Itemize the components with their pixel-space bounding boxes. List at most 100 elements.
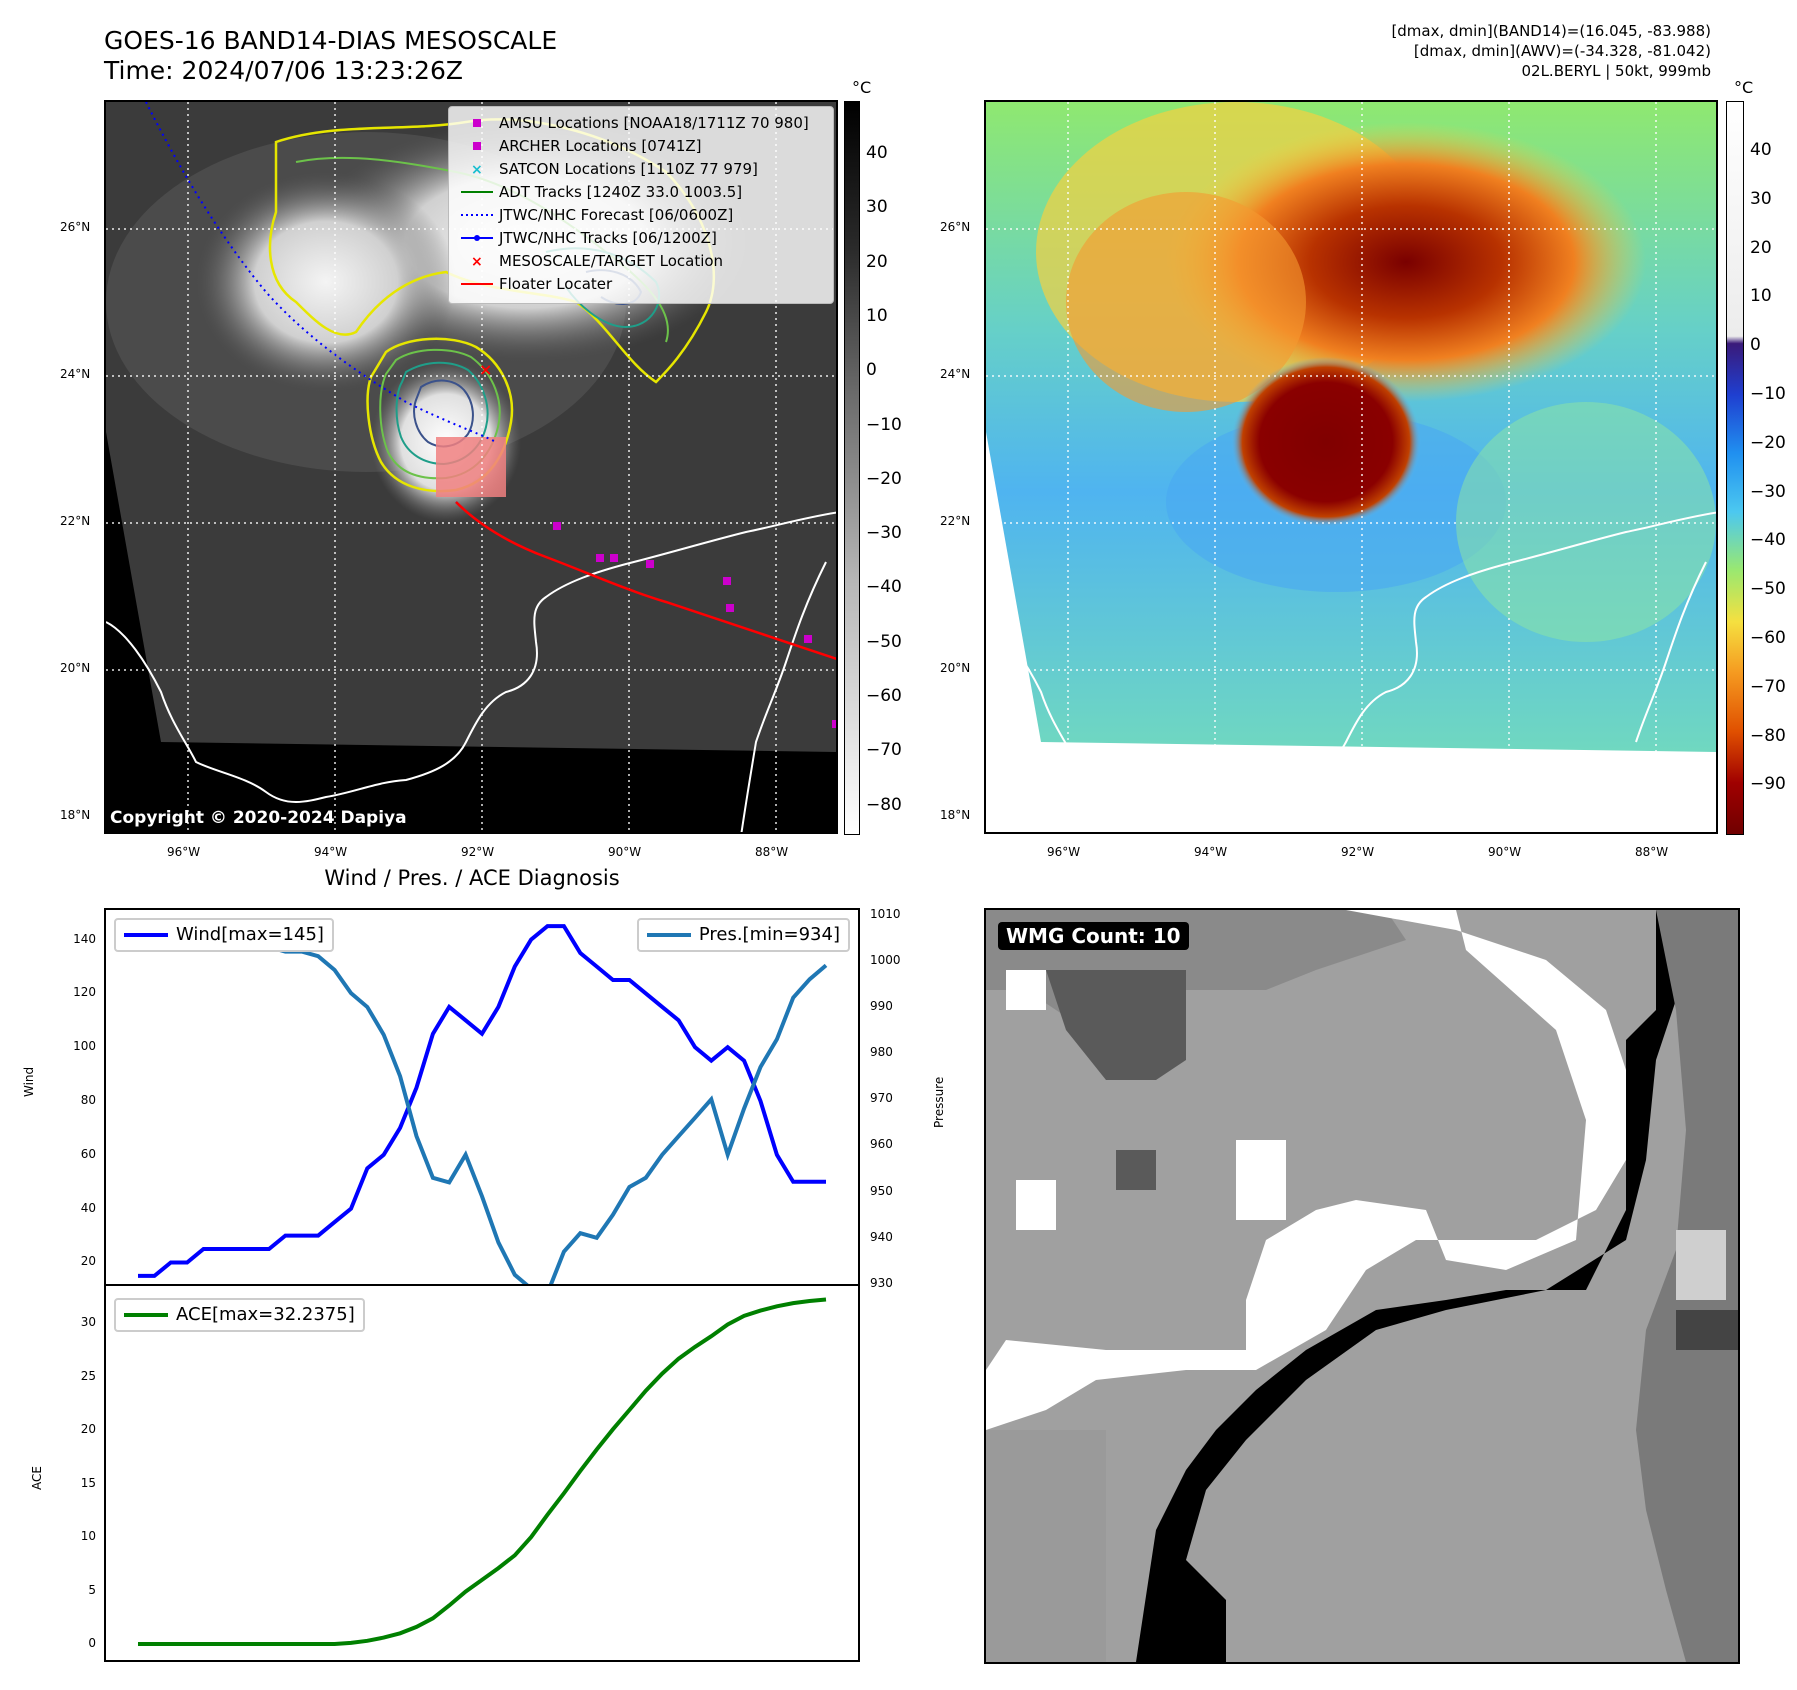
axis-tick-label: 980	[870, 1045, 893, 1060]
awv-colorbar-unit: °C	[1734, 78, 1754, 97]
awv-map-panel	[984, 100, 1718, 834]
axis-tick-label: 100	[73, 1039, 96, 1054]
tick-label: −10	[866, 414, 902, 435]
axis-tick-label: 40	[80, 1200, 96, 1215]
tick-label: −50	[866, 631, 902, 652]
lon-label: 94°W	[1194, 845, 1228, 859]
tick-label: 30	[866, 197, 888, 218]
stats-line1: [dmax, dmin](BAND14)=(16.045, -83.988)	[1391, 22, 1711, 40]
tick-label: −60	[1750, 628, 1786, 648]
lat-label: 20°N	[940, 661, 971, 675]
ir-colorbar	[844, 101, 860, 835]
tick-label: 20	[1750, 237, 1772, 258]
axis-tick-label: 10	[80, 1529, 96, 1544]
tick-label: −50	[1750, 579, 1786, 600]
svg-text:×: ×	[479, 360, 492, 379]
lon-label: 88°W	[1635, 845, 1669, 859]
lat-label: 24°N	[60, 367, 91, 381]
awv-colorbar	[1726, 101, 1744, 835]
tick-label: 0	[866, 360, 877, 381]
wmg-panel: WMG Count: 10	[984, 908, 1740, 1664]
ir-map-panel: × Copyright © 2020-2024 Dapiya AMSU Loca…	[104, 100, 838, 834]
lat-label: 18°N	[940, 808, 971, 822]
wmg-graphics	[986, 910, 1738, 1662]
tick-label: −60	[866, 686, 902, 706]
axis-tick-label: 30	[80, 1315, 96, 1330]
stats-line3: 02L.BERYL | 50kt, 999mb	[1521, 62, 1711, 80]
tick-label: −20	[1750, 432, 1786, 453]
wind-series-line	[138, 924, 826, 1278]
axis-tick-label: 20	[80, 1422, 96, 1437]
tick-label: −70	[1750, 676, 1786, 697]
ir-colorbar-unit: °C	[852, 78, 872, 97]
wind-legend: Wind[max=145]	[114, 918, 334, 952]
map-legend: AMSU Locations [NOAA18/1711Z 70 980] ARC…	[448, 106, 834, 304]
tick-label: 20	[866, 251, 888, 272]
copyright-text: Copyright © 2020-2024 Dapiya	[110, 808, 407, 828]
lat-label: 22°N	[60, 514, 91, 528]
pressure-series-line	[138, 921, 828, 1284]
tick-label: −30	[866, 523, 902, 544]
axis-tick-label: 15	[80, 1475, 96, 1490]
axis-tick-label: 1000	[870, 952, 901, 967]
tick-label: 10	[1750, 286, 1772, 307]
axis-tick-label: 5	[88, 1582, 96, 1597]
tick-label: −20	[866, 468, 902, 489]
lat-label: 26°N	[940, 220, 971, 234]
wind-axis-label: Wind	[22, 1066, 36, 1097]
axis-tick-label: 25	[80, 1368, 96, 1383]
lon-label: 96°W	[1047, 845, 1081, 859]
axis-tick-label: 0	[88, 1635, 96, 1650]
lon-label: 96°W	[167, 845, 201, 859]
lon-label: 88°W	[755, 845, 789, 859]
pressure-legend: Pres.[min=934]	[636, 918, 850, 952]
axis-tick-label: 970	[870, 1091, 893, 1106]
lon-label: 92°W	[461, 845, 495, 859]
lon-label: 90°W	[608, 845, 642, 859]
lat-label: 22°N	[940, 514, 971, 528]
axis-tick-label: 950	[870, 1183, 893, 1198]
lat-label: 24°N	[940, 367, 971, 381]
tick-label: −30	[1750, 481, 1786, 502]
pressure-axis-label: Pressure	[932, 1076, 946, 1128]
tick-label: −40	[866, 577, 902, 598]
tick-label: −10	[1750, 384, 1786, 404]
lon-label: 92°W	[1341, 845, 1375, 859]
wmg-count-label: WMG Count: 10	[998, 922, 1189, 950]
ace-series-line	[138, 1297, 827, 1646]
axis-tick-label: 120	[73, 985, 96, 1000]
ace-chart: ACE[max=32.2375]	[104, 1284, 860, 1662]
svg-text:×: ×	[471, 254, 483, 270]
tick-label: −90	[1750, 774, 1786, 795]
figure-title-line1: GOES-16 BAND14-DIAS MESOSCALE	[104, 26, 558, 55]
ir-map-graphics: ×	[106, 102, 836, 832]
axis-tick-label: 990	[870, 998, 893, 1013]
stats-line2: [dmax, dmin](AWV)=(-34.328, -81.042)	[1413, 42, 1711, 60]
ace-plot	[138, 1297, 827, 1646]
wind-pressure-chart: Wind[max=145] Pres.[min=934]	[104, 908, 860, 1286]
ace-axis-label: ACE	[30, 1466, 44, 1490]
lat-label: 18°N	[60, 808, 91, 822]
ace-legend: ACE[max=32.2375]	[114, 1298, 365, 1332]
axis-tick-label: 960	[870, 1137, 893, 1152]
lon-label: 90°W	[1488, 845, 1522, 859]
svg-text:×: ×	[471, 162, 483, 178]
tick-label: 10	[866, 305, 888, 326]
tick-label: −80	[866, 794, 902, 815]
lat-label: 20°N	[60, 661, 91, 675]
tick-label: −70	[866, 740, 902, 761]
awv-map-graphics	[986, 102, 1716, 832]
figure-title-line2: Time: 2024/07/06 13:23:26Z	[104, 56, 463, 85]
axis-tick-label: 930	[870, 1276, 893, 1290]
axis-tick-label: 1010	[870, 906, 901, 921]
axis-tick-label: 940	[870, 1229, 893, 1244]
axis-tick-label: 80	[80, 1093, 96, 1108]
tick-label: 30	[1750, 188, 1772, 209]
axis-tick-label: 140	[73, 931, 96, 946]
tick-label: 40	[1750, 140, 1772, 160]
diagnosis-title: Wind / Pres. / ACE Diagnosis	[324, 866, 620, 890]
tick-label: 40	[866, 143, 888, 163]
tick-label: −40	[1750, 530, 1786, 551]
lon-label: 94°W	[314, 845, 348, 859]
lat-label: 26°N	[60, 220, 91, 234]
